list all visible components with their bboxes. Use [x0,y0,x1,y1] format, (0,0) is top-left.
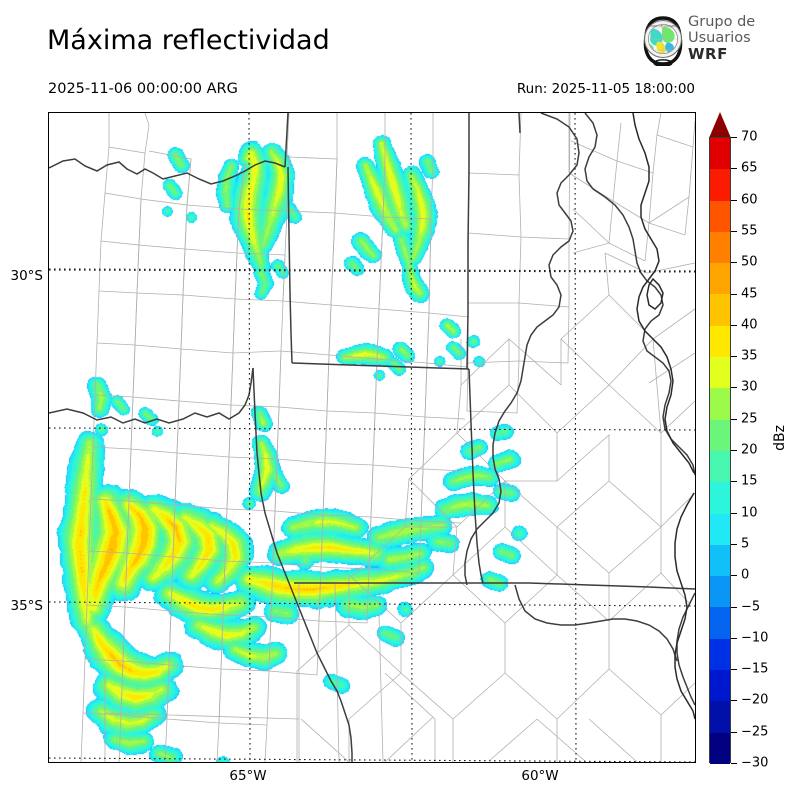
globe-emblem-icon: GRUPO DE USUARIOS [643,16,683,66]
colorbar-tick [731,418,737,420]
colorbar-tick [731,731,737,733]
colorbar-tick [731,168,737,170]
colorbar: dBz 70 65 60 55 50 45 40 35 30 25 20 15 10 5 0 −5 −10 −15… [709,112,797,771]
colorbar-segment [710,482,730,514]
colorbar-segment [710,607,730,639]
x-tick-label-65w: 65°W [229,768,267,784]
gridline-lat-32s [49,427,695,431]
colorbar-segment [710,138,730,170]
colorbar-tick-label: 50 [741,254,758,270]
colorbar-tick-label: 65 [741,160,758,176]
model-run-label: Run: 2025-11-05 18:00:00 [516,81,695,97]
colorbar-tick-label: 55 [741,223,758,239]
coastline [632,113,695,720]
y-tick-label-35s: 35°S [10,598,44,614]
colorbar-segment [710,200,730,232]
gridline-lon-60w [574,113,577,762]
colorbar-tick [731,700,737,702]
colorbar-tick-label: 0 [741,567,750,583]
colorbar-tick [731,637,737,639]
colorbar-tick [731,763,737,764]
reflectivity-field [49,113,695,762]
colorbar-tick [731,543,737,545]
colorbar-tick-label: −25 [741,724,769,740]
svg-text:GRUPO DE USUARIOS: GRUPO DE USUARIOS [647,24,680,28]
colorbar-tick-label: 20 [741,442,758,458]
page-title: Máxima reflectividad [47,25,330,56]
colorbar-tick-label: 5 [741,536,750,552]
colorbar-tick [731,606,737,608]
colorbar-segment [710,419,730,451]
colorbar-tick-label: 30 [741,379,758,395]
map-overlay [49,113,695,762]
colorbar-segment [710,450,730,483]
colorbar-tick-label: −5 [741,599,761,614]
colorbar-segment [710,701,730,733]
colorbar-segment [710,263,730,295]
colorbar-tick-label: 35 [741,348,758,364]
y-tick-label-30s: 30°S [10,268,44,284]
colorbar-tick-label: 25 [741,411,758,427]
colorbar-gradient [709,137,731,764]
colorbar-tick-label: 70 [741,129,758,145]
logo-line-1: Grupo de [688,14,756,30]
colorbar-tick-label: 60 [741,192,758,208]
colorbar-tick-label: 45 [741,286,758,301]
colorbar-tick [731,356,737,358]
colorbar-tick [731,262,737,264]
gridline-lat-28s [49,268,695,272]
latitude-longitude-gridlines [49,113,695,762]
colorbar-segment [710,325,730,358]
colorbar-tick [731,293,737,295]
colorbar-segment [710,670,730,702]
colorbar-tick [731,199,737,201]
colorbar-tick [731,575,737,577]
colorbar-tick [731,324,737,326]
colorbar-tick [731,481,737,483]
colorbar-tick-label: 10 [741,505,758,521]
wrf-user-group-logo: GRUPO DE USUARIOS Grupo de Usuarios WRF [638,14,798,72]
colorbar-unit-label: dBz [771,424,788,451]
colorbar-segment [710,732,730,764]
colorbar-segment [710,638,730,671]
department-boundaries [80,113,695,762]
colorbar-segment [710,231,730,264]
colorbar-segment [710,169,730,201]
colorbar-tick [731,669,737,671]
colorbar-tick [731,387,737,389]
colorbar-segment [710,513,730,545]
colorbar-tick-label: −10 [741,630,769,646]
map-plot-area [48,112,696,763]
colorbar-segment [710,357,730,389]
province-borders [49,113,695,762]
colorbar-tick [731,137,737,138]
colorbar-tick-label: 15 [741,473,758,489]
logo-line-3: WRF [688,45,728,63]
colorbar-tick [731,512,737,514]
x-tick-label-60w: 60°W [521,768,559,784]
colorbar-segment [710,388,730,420]
colorbar-tick-label: 40 [741,317,758,333]
logo-line-2: Usuarios [688,30,751,46]
colorbar-segment [710,576,730,608]
colorbar-over-arrow [709,112,731,138]
colorbar-tick [731,230,737,232]
colorbar-tick [731,450,737,451]
colorbar-tick-label: −20 [741,692,769,708]
colorbar-segment [710,294,730,326]
colorbar-segment [710,544,730,577]
colorbar-tick-label: −15 [741,661,769,677]
colorbar-tick-label: −30 [741,755,769,771]
valid-time-label: 2025-11-06 00:00:00 ARG [48,81,238,97]
